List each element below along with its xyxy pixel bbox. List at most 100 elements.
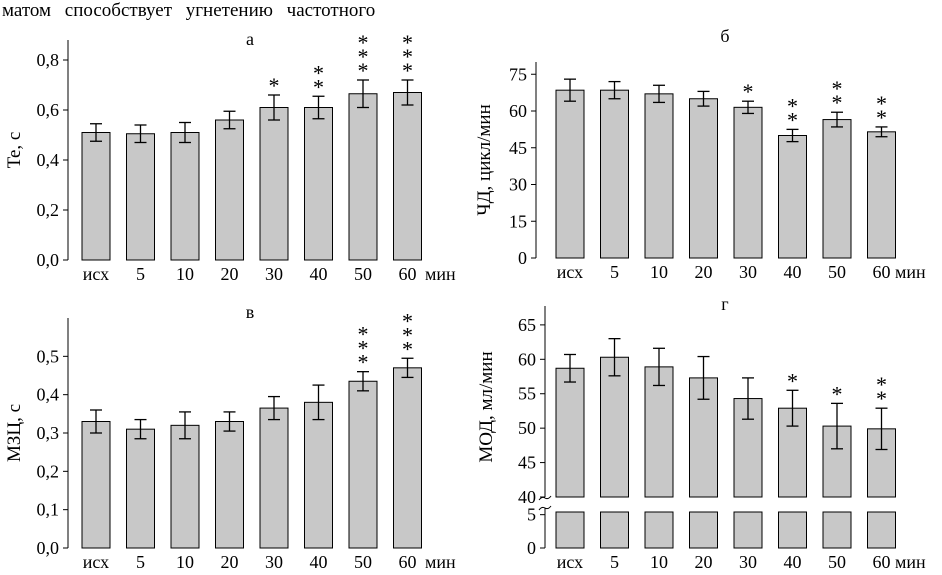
y-tick-label: 0,5 — [37, 346, 60, 366]
x-tick-label: 40 — [784, 552, 802, 572]
significance-star: * — [832, 76, 843, 101]
bar — [348, 93, 378, 261]
significance-star: * — [358, 30, 369, 55]
bar-upper — [644, 366, 674, 498]
significance-star: * — [876, 105, 887, 130]
bar — [81, 132, 111, 261]
significance-star: * — [358, 58, 369, 83]
x-tick-label: 40 — [310, 264, 328, 284]
y-tick-label: 0 — [527, 538, 536, 558]
bar — [778, 135, 807, 259]
y-tick-label: 0,6 — [37, 100, 60, 120]
bar — [215, 119, 244, 261]
significance-star: * — [402, 30, 413, 55]
significance-star: * — [787, 368, 798, 393]
bar — [348, 380, 378, 549]
x-tick-label: 30 — [739, 262, 757, 282]
bar-lower — [555, 511, 585, 549]
x-tick-label: 10 — [650, 552, 668, 572]
y-tick-label: 0 — [518, 248, 527, 268]
y-axis-label: Te, c — [4, 132, 25, 169]
bar — [644, 93, 674, 259]
y-tick-label: 30 — [509, 175, 527, 195]
bar — [126, 428, 155, 549]
y-tick-label: 0,4 — [37, 385, 60, 405]
x-tick-label: исх — [557, 552, 583, 572]
significance-star: * — [313, 60, 324, 85]
bar — [867, 131, 896, 259]
x-tick-label: 30 — [265, 264, 283, 284]
x-tick-label: исх — [83, 264, 109, 284]
y-tick-label: 0,2 — [37, 200, 60, 220]
y-tick-label: 45 — [509, 138, 527, 158]
significance-star: * — [402, 322, 413, 347]
significance-star: * — [743, 79, 754, 104]
x-tick-label: 10 — [176, 552, 194, 572]
significance-star: * — [358, 322, 369, 347]
x-tick-label: 40 — [310, 552, 328, 572]
bar — [304, 401, 333, 549]
bar-upper — [555, 367, 585, 498]
significance-star: * — [832, 381, 843, 406]
y-tick-label: 0,1 — [37, 500, 60, 520]
y-tick-label: 45 — [518, 453, 536, 473]
bar — [822, 119, 852, 259]
x-tick-label: 20 — [221, 552, 239, 572]
y-axis-label: МЗЦ, с — [4, 404, 25, 462]
x-tick-label: 60 — [399, 552, 417, 572]
y-tick-label: 0,8 — [37, 50, 60, 70]
y-tick-label: 0,4 — [37, 150, 60, 170]
y-tick-label: 15 — [509, 211, 527, 231]
x-tick-label: 10 — [650, 262, 668, 282]
significance-star: * — [358, 336, 369, 361]
significance-star: * — [787, 107, 798, 132]
panel-label: в — [246, 302, 255, 322]
significance-star: * — [876, 386, 887, 411]
y-tick-label: 60 — [509, 101, 527, 121]
y-tick-label: 0,2 — [37, 461, 60, 481]
y-tick-label: 65 — [518, 315, 536, 335]
x-tick-label: 30 — [265, 552, 283, 572]
significance-star: * — [269, 73, 280, 98]
x-tick-label: 5 — [610, 262, 619, 282]
bar — [170, 424, 200, 549]
y-tick-label: 55 — [518, 384, 536, 404]
x-tick-label: 50 — [828, 552, 846, 572]
y-axis-label: МОД, мл/мин — [476, 351, 497, 462]
significance-star: * — [876, 91, 887, 116]
bar — [170, 132, 200, 261]
bar-upper — [600, 356, 629, 498]
y-tick-label: 0,0 — [37, 538, 60, 558]
y-tick-label: 5 — [527, 505, 536, 525]
y-tick-label: 75 — [509, 64, 527, 84]
x-tick-label: 60 — [399, 264, 417, 284]
panel-label: а — [246, 29, 254, 49]
bar — [81, 421, 111, 549]
bar-lower — [600, 511, 629, 549]
x-unit-label: мин — [895, 262, 926, 282]
bar — [733, 106, 763, 259]
x-tick-label: 20 — [221, 264, 239, 284]
bar-lower — [822, 511, 852, 549]
bar — [259, 107, 289, 261]
x-tick-label: 10 — [176, 264, 194, 284]
axis-break-mark — [538, 495, 552, 501]
y-tick-label: 0,3 — [37, 423, 60, 443]
bar-lower — [867, 511, 896, 549]
y-axis-label: ЧД, цикл/мин — [474, 104, 495, 216]
significance-star: * — [402, 44, 413, 69]
bar-lower — [689, 511, 718, 549]
y-tick-label: 60 — [518, 349, 536, 369]
x-tick-label: 60 — [873, 262, 891, 282]
x-tick-label: 5 — [136, 552, 145, 572]
x-tick-label: 60 — [873, 552, 891, 572]
x-unit-label: мин — [425, 552, 456, 572]
header-text: матом способствует угнетению частотного — [2, 0, 376, 21]
bar — [600, 89, 629, 259]
panel-label: г — [721, 294, 728, 314]
